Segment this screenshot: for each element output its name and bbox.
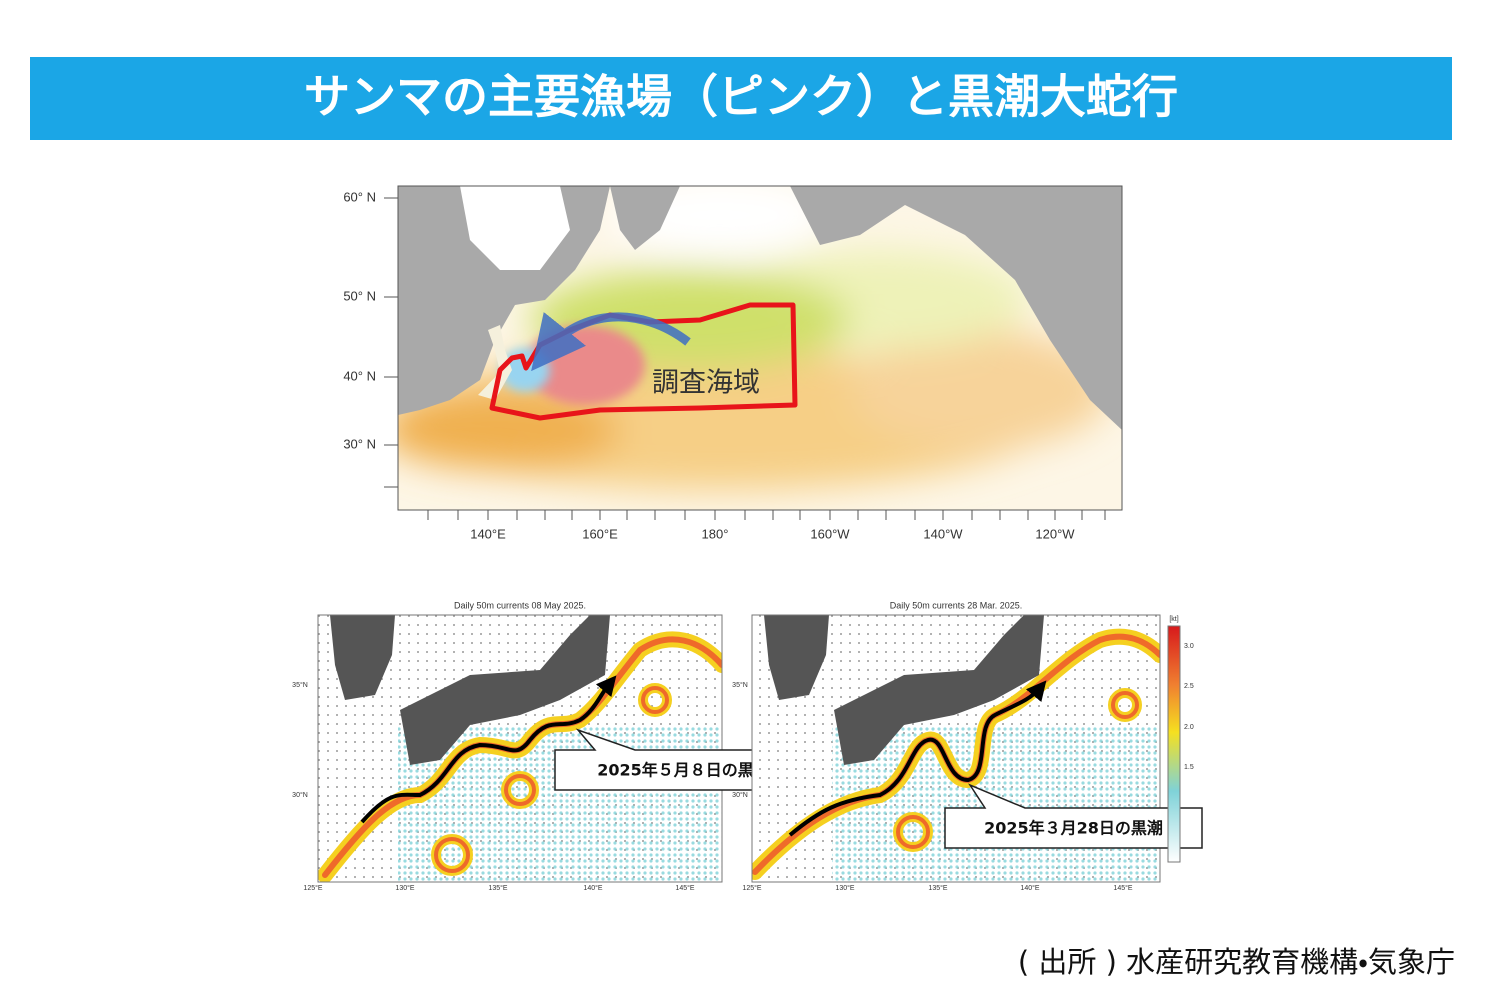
eddy-core bbox=[641, 686, 669, 714]
land-korea bbox=[330, 615, 395, 700]
lat-label: 30° N bbox=[343, 436, 376, 451]
land-korea bbox=[764, 615, 829, 700]
lat-axis: 60° N 50° N 40° N 30° N bbox=[343, 189, 398, 488]
lon-label: 140°E bbox=[583, 884, 602, 892]
lon-label: 140°E bbox=[470, 526, 506, 541]
warm-field bbox=[398, 390, 620, 470]
lat-label: 60° N bbox=[343, 189, 376, 204]
callout-text: 2025年５月８日の黒潮 bbox=[597, 761, 770, 780]
okhotsk bbox=[460, 186, 570, 270]
lon-label: 145°E bbox=[1113, 884, 1132, 892]
lat-label: 50° N bbox=[343, 288, 376, 303]
land-japan bbox=[400, 615, 610, 765]
kuroshio-track bbox=[788, 680, 1047, 837]
land-america bbox=[790, 186, 1122, 430]
eddy-core bbox=[434, 837, 470, 873]
current-maps: Daily 50m currents 08 May 2025. 35°N 30°N 1… bbox=[292, 600, 1203, 892]
map-frame bbox=[751, 614, 1161, 883]
lon-label: 130°E bbox=[395, 884, 414, 892]
colorbar-label: 2.0 bbox=[1184, 724, 1194, 731]
colorbar-unit: [kt] bbox=[1169, 616, 1178, 623]
callout-box bbox=[554, 728, 813, 791]
lon-label: 160°W bbox=[810, 526, 850, 541]
lon-label: 180° bbox=[702, 526, 729, 541]
lon-ticks bbox=[427, 510, 1106, 520]
lat-label: 30°N bbox=[292, 791, 308, 799]
title-bar bbox=[30, 57, 1452, 140]
lon-label: 160°E bbox=[582, 526, 618, 541]
eddy-core bbox=[1111, 691, 1139, 719]
eddy-core bbox=[504, 774, 536, 806]
lon-label: 140°W bbox=[923, 526, 963, 541]
land-kamchatka bbox=[610, 186, 680, 250]
callout-text: 2025年３月28日の黒潮 bbox=[984, 819, 1163, 838]
lon-label: 140°E bbox=[1020, 884, 1039, 892]
callout-box bbox=[944, 783, 1203, 849]
land-japan bbox=[478, 325, 512, 400]
map-content bbox=[398, 186, 1122, 510]
lon-label: 135°E bbox=[928, 884, 947, 892]
colorbar-label: 2.5 bbox=[1184, 683, 1194, 690]
map-frame bbox=[397, 185, 1123, 511]
colorbar-label: 1.5 bbox=[1184, 764, 1194, 771]
title: サンマの主要漁場（ピンク）と黒潮大蛇行 bbox=[304, 70, 1178, 124]
lon-label: 145°E bbox=[675, 884, 694, 892]
colorbar: [kt] 3.0 2.5 2.0 1.5 bbox=[1167, 616, 1194, 863]
lon-label: 135°E bbox=[488, 884, 507, 892]
map-title: Daily 50m currents 08 May 2025. bbox=[454, 600, 586, 610]
lat-label: 30°N bbox=[732, 791, 748, 799]
current-map: Daily 50m currents 08 May 2025. 35°N 30°N 1… bbox=[292, 600, 813, 892]
lon-axis: 140°E 160°E 180° 160°W 140°W 120°W bbox=[427, 510, 1106, 541]
eddy-core bbox=[896, 815, 930, 849]
lon-label: 125°E bbox=[303, 884, 322, 892]
lon-label: 130°E bbox=[835, 884, 854, 892]
lat-ticks bbox=[384, 197, 398, 488]
land-japan bbox=[834, 615, 1044, 765]
pacific-map: 調査海域 60° N 50° N 40° N 30° N 140°E 160°E… bbox=[343, 185, 1123, 541]
current-map: Daily 50m currents 28 Mar. 2025. 35°N 30°N… bbox=[732, 600, 1203, 892]
warm-field bbox=[850, 330, 1110, 450]
lat-label: 40° N bbox=[343, 368, 376, 383]
lat-label: 35°N bbox=[292, 681, 308, 689]
lon-label: 120°W bbox=[1035, 526, 1075, 541]
area-label: 調査海域 bbox=[652, 368, 760, 399]
kuroshio-track bbox=[360, 675, 617, 824]
map-title: Daily 50m currents 28 Mar. 2025. bbox=[890, 600, 1023, 610]
colorbar-label: 3.0 bbox=[1184, 643, 1194, 650]
lat-label: 35°N bbox=[732, 681, 748, 689]
colorbar-scale bbox=[1167, 625, 1181, 863]
migration-arrow bbox=[531, 312, 691, 372]
source: ( 出所 ) 水産研究教育機構・気象庁 bbox=[1018, 945, 1455, 979]
lon-label: 125°E bbox=[742, 884, 761, 892]
map-frame bbox=[317, 614, 723, 883]
